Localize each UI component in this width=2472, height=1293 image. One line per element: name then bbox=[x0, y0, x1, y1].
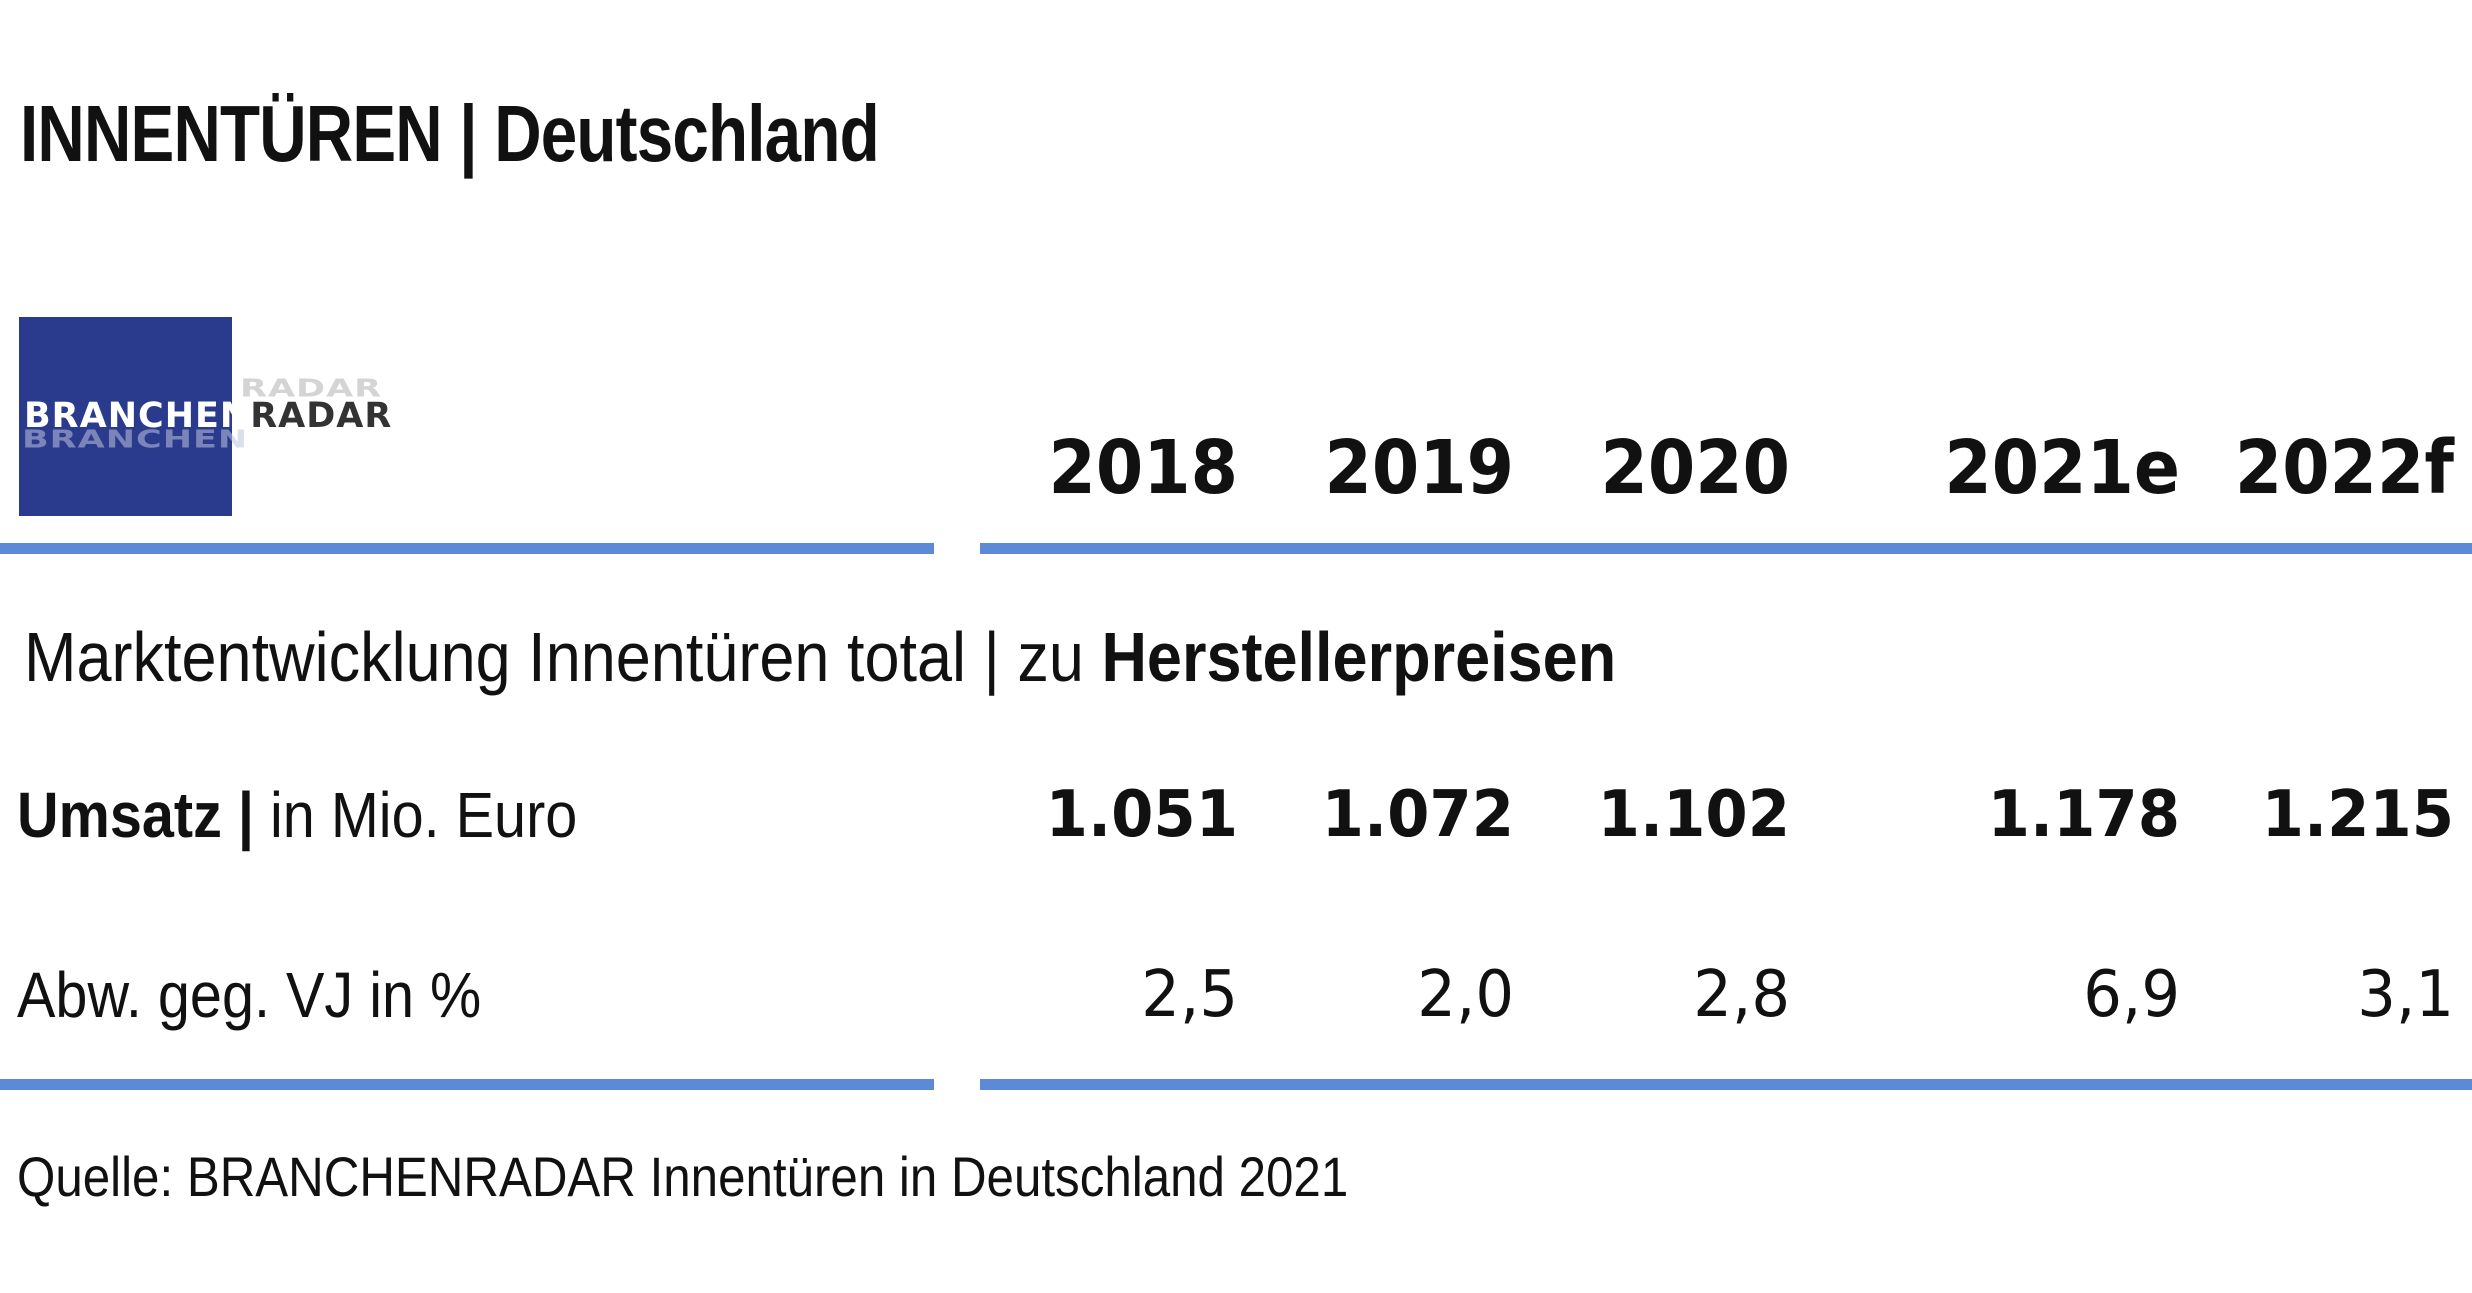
year-header-1: 2019 bbox=[1324, 425, 1514, 511]
abweichung-value-4: 3,1 bbox=[2357, 958, 2454, 1032]
row-label-umsatz-plain: in Mio. Euro bbox=[253, 779, 578, 851]
top-rule-right bbox=[980, 543, 2472, 554]
abweichung-value-2: 2,8 bbox=[1693, 958, 1790, 1032]
umsatz-value-3: 1.178 bbox=[1987, 778, 2180, 852]
title-separator: | bbox=[441, 89, 495, 178]
umsatz-value-2: 1.102 bbox=[1597, 778, 1790, 852]
umsatz-value-0: 1.051 bbox=[1045, 778, 1238, 852]
row-label-abweichung-plain: Abw. geg. VJ in % bbox=[17, 959, 482, 1031]
source-note: Quelle: BRANCHENRADAR Innentüren in Deut… bbox=[17, 1145, 1349, 1208]
row-label-abweichung: Abw. geg. VJ in % bbox=[17, 958, 481, 1032]
logo-reflection: BRANCHEN bbox=[22, 426, 248, 454]
table-subtitle: Marktentwicklung Innentüren total | zu H… bbox=[24, 617, 1616, 697]
umsatz-value-1: 1.072 bbox=[1321, 778, 1514, 852]
logo-part1: BRANCHEN bbox=[24, 396, 251, 436]
logo-reflection-radar: RADAR bbox=[240, 375, 382, 403]
umsatz-value-4: 1.215 bbox=[2261, 778, 2454, 852]
bottom-rule-right bbox=[980, 1079, 2472, 1090]
page-title: INNENTÜREN | Deutschland bbox=[20, 88, 880, 180]
abweichung-value-0: 2,5 bbox=[1141, 958, 1238, 1032]
logo-reflection-radar-text: RADAR bbox=[240, 375, 383, 403]
year-header-4: 2022f bbox=[2234, 425, 2454, 511]
logo-part2: RADAR bbox=[250, 396, 393, 436]
logo-wordmark: BRANCHENRADAR bbox=[24, 396, 392, 436]
row-label-umsatz-bold: Umsatz | bbox=[17, 779, 254, 851]
subtitle-bold: Herstellerpreisen bbox=[1101, 618, 1617, 696]
abweichung-value-1: 2,0 bbox=[1417, 958, 1514, 1032]
logo-reflection-text: BRANCHEN bbox=[22, 426, 249, 454]
top-rule-left bbox=[0, 543, 934, 554]
title-region: Deutschland bbox=[494, 89, 879, 178]
abweichung-value-3: 6,9 bbox=[2083, 958, 2180, 1032]
year-header-0: 2018 bbox=[1048, 425, 1238, 511]
title-main: INNENTÜREN bbox=[20, 89, 443, 178]
year-header-3: 2021e bbox=[1944, 425, 2180, 511]
bottom-rule-left bbox=[0, 1079, 934, 1090]
subtitle-plain: Marktentwicklung Innentüren total | zu bbox=[24, 618, 1102, 696]
year-header-2: 2020 bbox=[1600, 425, 1790, 511]
row-label-umsatz: Umsatz | in Mio. Euro bbox=[17, 778, 577, 852]
logo bbox=[19, 317, 232, 516]
